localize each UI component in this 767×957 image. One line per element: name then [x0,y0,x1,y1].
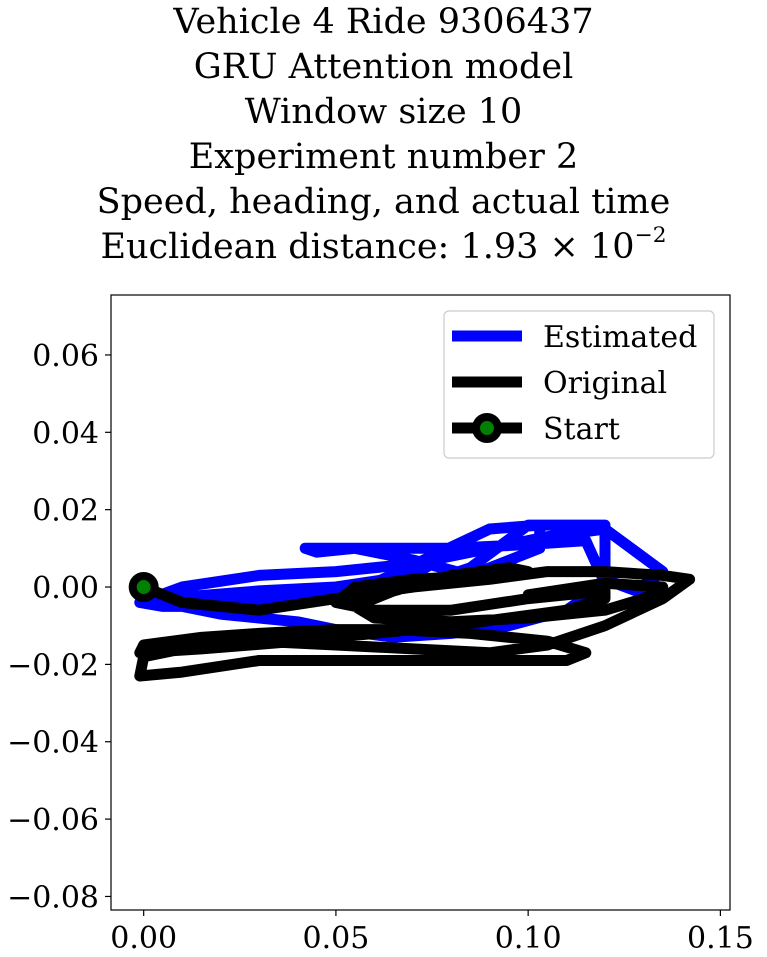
y-tick-label: 0.02 [32,494,99,529]
legend: Estimated Original Start [443,310,715,459]
y-tick-label: 0.00 [32,571,99,606]
start-marker [128,572,159,603]
x-tick-label: 0.00 [110,921,177,956]
chart-title: Vehicle 4 Ride 9306437 GRU Attention mod… [0,0,767,270]
title-line-2: GRU Attention model [193,47,574,87]
title-line-distance: Euclidean distance: 1.93 × 10−2 [0,225,767,270]
distance-exponent: −2 [634,223,667,249]
legend-swatch-start-marker [472,413,502,443]
series-line-original [134,562,696,682]
y-tick-label: −0.04 [7,726,99,761]
axis-ticks: 0.00 0.05 0.10 0.15 0.06 0.04 0.02 0.00 −0.02 −0.… [7,339,754,956]
title-line-4: Experiment number 2 [188,137,579,177]
legend-label-estimated: Estimated [543,320,697,355]
distance-times: × 10 [538,227,635,267]
y-tick-label: 0.04 [32,416,99,451]
legend-label-original: Original [543,366,667,401]
x-tick-label: 0.05 [303,921,370,956]
y-tick-label: −0.02 [7,648,99,683]
title-line-3: Window size 10 [244,92,523,132]
plot-frame [110,294,731,911]
y-tick-label: 0.06 [32,339,99,374]
y-tick-label: −0.06 [7,803,99,838]
x-tick-label: 0.10 [495,921,562,956]
x-tick-label: 0.15 [687,921,754,956]
distance-mantissa: 1.93 [460,227,539,267]
title-line-1: Vehicle 4 Ride 9306437 [173,2,594,42]
series-layer [128,519,696,682]
legend-box [443,310,715,459]
legend-label-start: Start [543,412,620,447]
title-line-5: Speed, heading, and actual time [96,182,671,222]
y-tick-label: −0.08 [7,880,99,915]
distance-prefix: Euclidean distance: [100,227,461,267]
